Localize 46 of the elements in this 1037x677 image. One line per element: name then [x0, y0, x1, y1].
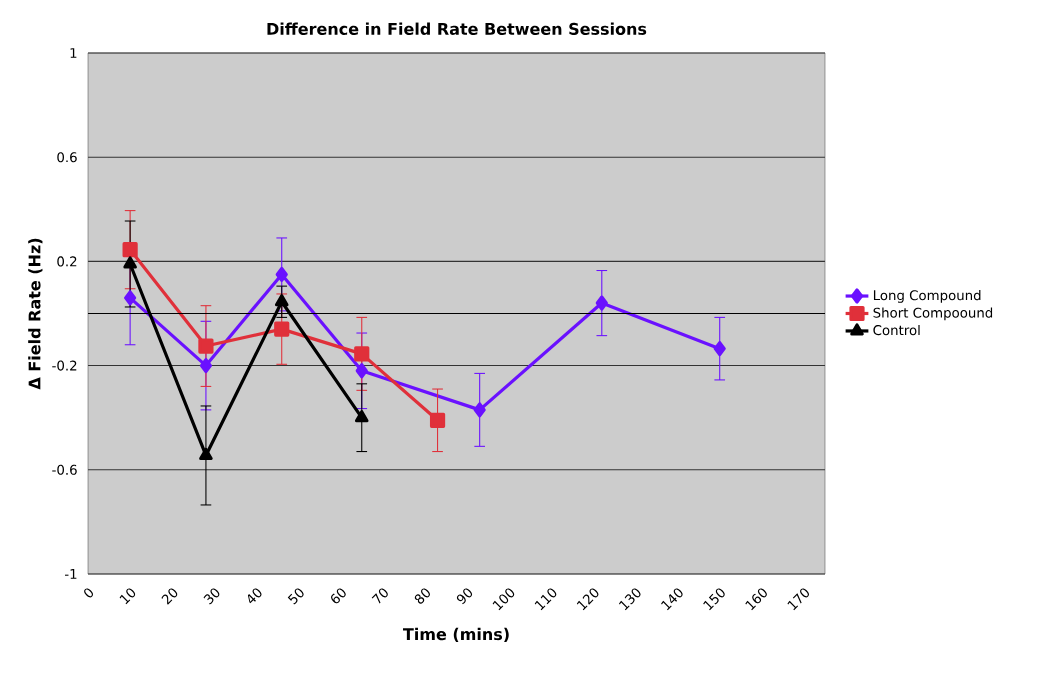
x-tick-label: 60	[331, 588, 346, 604]
point	[354, 410, 369, 423]
point	[274, 294, 289, 307]
x-tick-label: 140	[661, 588, 683, 611]
point	[354, 346, 370, 362]
x-tick-label: 170	[787, 588, 809, 611]
point	[122, 242, 138, 258]
legend-label: Short Compoound	[873, 307, 993, 321]
x-tick-label: 50	[287, 588, 304, 605]
y-tick-label: -0.6	[52, 464, 77, 475]
y-tick-label: 1	[70, 48, 77, 58]
point	[355, 363, 368, 379]
point	[473, 402, 486, 418]
y-tick-label: -1	[64, 569, 77, 579]
x-tick-label: 150	[703, 588, 725, 611]
point	[429, 412, 446, 428]
x-tick-label: 120	[576, 588, 599, 611]
point	[198, 338, 214, 354]
x-tick-label: 30	[203, 588, 220, 605]
point	[123, 256, 137, 269]
chart-title: Difference in Field Rate Between Sessions	[267, 22, 647, 35]
point	[274, 321, 290, 337]
point	[199, 357, 213, 374]
x-tick-label: 20	[161, 588, 178, 605]
x-tick-label: 160	[745, 588, 767, 611]
point	[595, 295, 608, 311]
x-tick-label: 40	[247, 588, 262, 604]
x-tick-label: 10	[119, 588, 136, 605]
y-tick-label: -0.2	[52, 360, 77, 371]
x-tick-label: 130	[618, 588, 641, 611]
y-axis-title: Δ Field Rate (Hz)	[28, 238, 43, 390]
y-tick-label: 0.6	[57, 152, 77, 163]
x-tick-label: 110	[534, 588, 557, 611]
point	[713, 341, 726, 357]
x-tick-label: 80	[414, 588, 430, 604]
point	[199, 447, 213, 461]
x-axis-title: Time (mins)	[403, 627, 509, 643]
x-tick-label: 70	[371, 588, 388, 604]
x-tick-label: 100	[492, 588, 515, 611]
legend-label: Long Compound	[873, 289, 981, 303]
point	[275, 266, 288, 283]
x-tick-label: 0	[84, 588, 94, 598]
legend-label: Control	[873, 324, 920, 336]
y-tick-label: 0.2	[57, 256, 77, 267]
point	[124, 290, 137, 306]
x-tick-label: 90	[456, 588, 473, 605]
